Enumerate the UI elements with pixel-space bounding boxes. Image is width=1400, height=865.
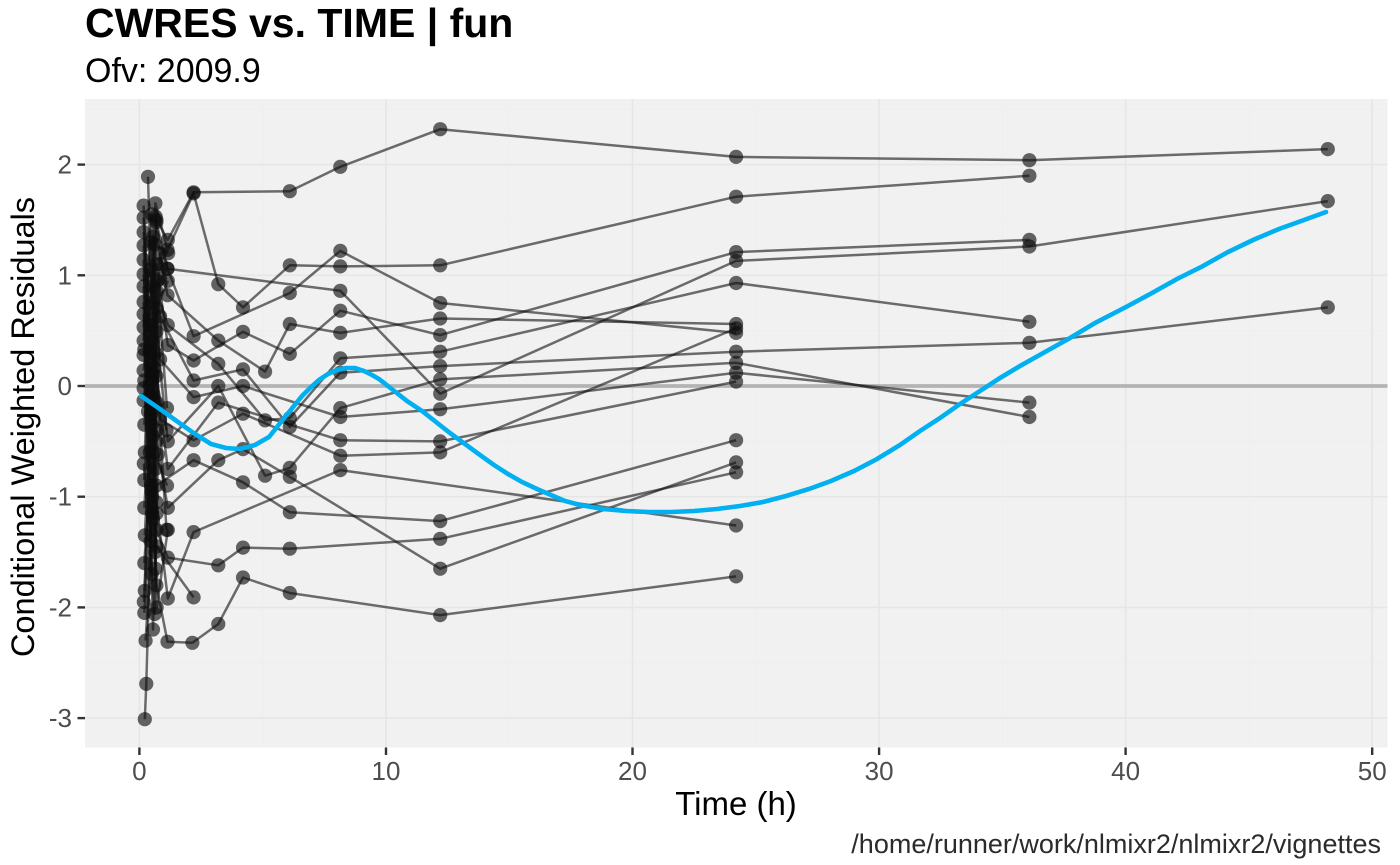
- svg-text:0: 0: [58, 371, 72, 401]
- svg-text:0: 0: [132, 756, 146, 786]
- svg-text:CWRES vs. TIME | fun: CWRES vs. TIME | fun: [85, 0, 513, 46]
- svg-text:Time (h): Time (h): [675, 785, 797, 822]
- svg-text:Conditional Weighted Residuals: Conditional Weighted Residuals: [5, 197, 41, 657]
- svg-text:-1: -1: [49, 482, 72, 512]
- svg-text:2: 2: [58, 150, 72, 180]
- svg-text:/home/runner/work/nlmixr2/nlmi: /home/runner/work/nlmixr2/nlmixr2/vignet…: [851, 829, 1381, 859]
- svg-text:-2: -2: [49, 592, 72, 622]
- svg-text:30: 30: [865, 756, 894, 786]
- svg-text:10: 10: [372, 756, 401, 786]
- svg-text:50: 50: [1358, 756, 1387, 786]
- svg-text:40: 40: [1111, 756, 1140, 786]
- svg-text:-3: -3: [49, 703, 72, 733]
- svg-text:1: 1: [58, 260, 72, 290]
- svg-text:20: 20: [618, 756, 647, 786]
- svg-text:Ofv: 2009.9: Ofv: 2009.9: [85, 52, 261, 90]
